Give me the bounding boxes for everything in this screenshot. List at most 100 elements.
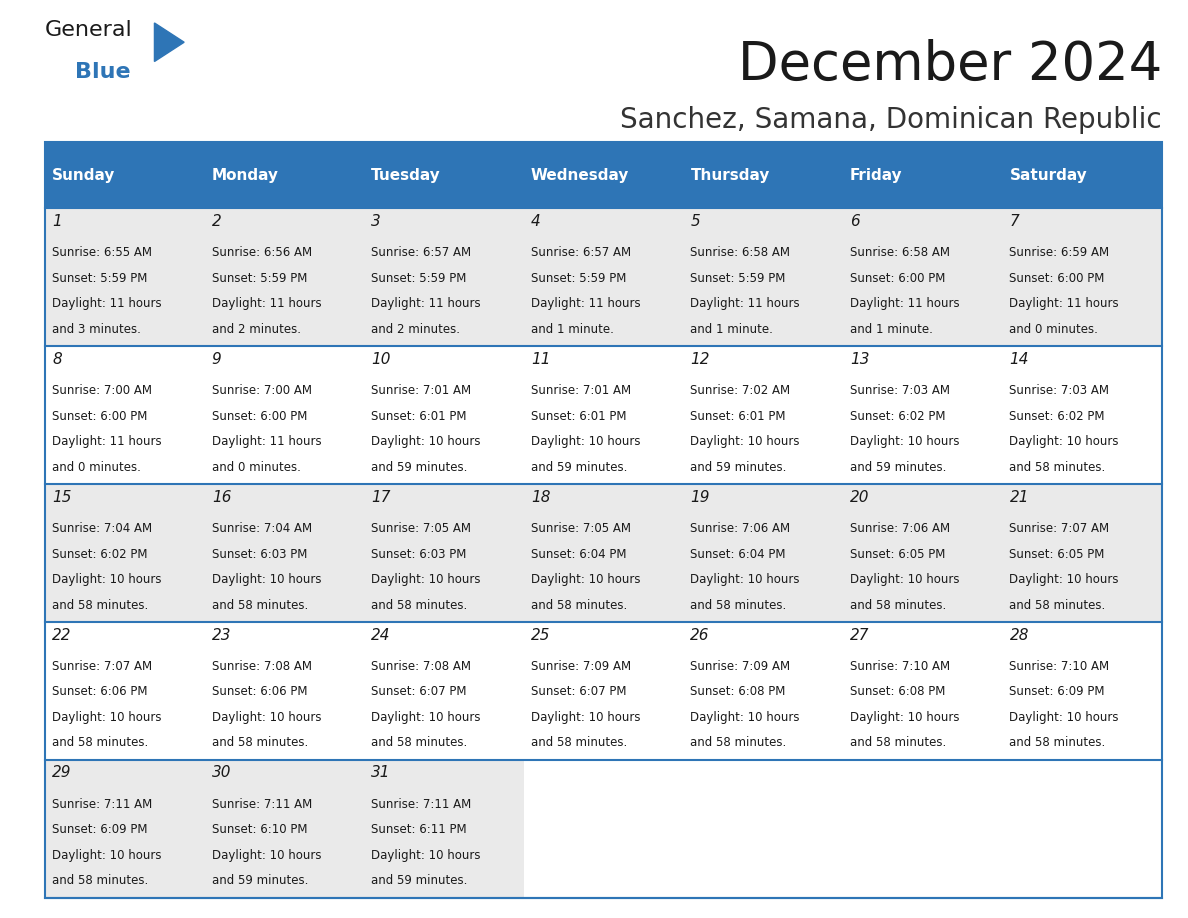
Text: 14: 14 [1010, 352, 1029, 367]
Text: and 58 minutes.: and 58 minutes. [52, 736, 148, 749]
Text: Sunset: 6:11 PM: Sunset: 6:11 PM [372, 823, 467, 836]
Text: Daylight: 10 hours: Daylight: 10 hours [1010, 573, 1119, 586]
Text: Sunrise: 6:57 AM: Sunrise: 6:57 AM [372, 246, 472, 259]
Text: Tuesday: Tuesday [372, 168, 441, 183]
Text: Sunset: 6:00 PM: Sunset: 6:00 PM [211, 409, 308, 422]
Text: and 58 minutes.: and 58 minutes. [690, 599, 786, 611]
Text: 13: 13 [849, 352, 870, 367]
Text: 1: 1 [52, 214, 62, 229]
Text: Daylight: 10 hours: Daylight: 10 hours [211, 849, 321, 862]
Text: 12: 12 [690, 352, 710, 367]
Text: and 58 minutes.: and 58 minutes. [1010, 736, 1106, 749]
Text: Sunset: 5:59 PM: Sunset: 5:59 PM [531, 272, 626, 285]
Text: Daylight: 10 hours: Daylight: 10 hours [849, 711, 960, 724]
Bar [683, 142, 842, 208]
Text: Daylight: 10 hours: Daylight: 10 hours [52, 711, 162, 724]
Text: Sunrise: 6:59 AM: Sunrise: 6:59 AM [1010, 246, 1110, 259]
Text: 3: 3 [372, 214, 381, 229]
Text: Daylight: 11 hours: Daylight: 11 hours [52, 297, 162, 310]
Text: Sunrise: 7:11 AM: Sunrise: 7:11 AM [372, 798, 472, 811]
Text: Sunrise: 7:01 AM: Sunrise: 7:01 AM [531, 384, 631, 397]
Text: Thursday: Thursday [690, 168, 770, 183]
Bar [683, 346, 842, 484]
Text: Daylight: 11 hours: Daylight: 11 hours [849, 297, 960, 310]
Text: Sunrise: 7:09 AM: Sunrise: 7:09 AM [690, 660, 790, 673]
Text: 17: 17 [372, 489, 391, 505]
Text: and 58 minutes.: and 58 minutes. [1010, 599, 1106, 611]
Text: 18: 18 [531, 489, 550, 505]
Text: and 1 minute.: and 1 minute. [690, 323, 773, 336]
Text: Sunset: 5:59 PM: Sunset: 5:59 PM [211, 272, 308, 285]
Text: and 58 minutes.: and 58 minutes. [211, 736, 308, 749]
Text: 10: 10 [372, 352, 391, 367]
Text: Daylight: 11 hours: Daylight: 11 hours [52, 435, 162, 448]
Text: Sunset: 6:08 PM: Sunset: 6:08 PM [690, 686, 785, 699]
Text: Sunset: 6:08 PM: Sunset: 6:08 PM [849, 686, 946, 699]
Bar [365, 346, 524, 484]
Text: Sunrise: 7:05 AM: Sunrise: 7:05 AM [531, 522, 631, 535]
Text: Daylight: 10 hours: Daylight: 10 hours [372, 711, 481, 724]
Text: Sunrise: 7:09 AM: Sunrise: 7:09 AM [531, 660, 631, 673]
Text: 15: 15 [52, 489, 71, 505]
Text: Sunset: 5:59 PM: Sunset: 5:59 PM [52, 272, 147, 285]
Text: Sunrise: 7:08 AM: Sunrise: 7:08 AM [372, 660, 472, 673]
Bar [45, 142, 204, 208]
Bar [204, 142, 365, 208]
Text: Daylight: 10 hours: Daylight: 10 hours [849, 573, 960, 586]
Text: Sunset: 6:05 PM: Sunset: 6:05 PM [1010, 547, 1105, 561]
Text: Sunset: 6:09 PM: Sunset: 6:09 PM [1010, 686, 1105, 699]
Text: Sunset: 6:05 PM: Sunset: 6:05 PM [849, 547, 946, 561]
Text: Daylight: 11 hours: Daylight: 11 hours [690, 297, 800, 310]
Text: 27: 27 [849, 628, 870, 643]
Text: Sunrise: 7:05 AM: Sunrise: 7:05 AM [372, 522, 472, 535]
Text: Daylight: 11 hours: Daylight: 11 hours [372, 297, 481, 310]
Text: 24: 24 [372, 628, 391, 643]
Text: Sunrise: 7:06 AM: Sunrise: 7:06 AM [849, 522, 950, 535]
Text: Sunrise: 7:11 AM: Sunrise: 7:11 AM [211, 798, 312, 811]
Text: Sunset: 6:02 PM: Sunset: 6:02 PM [1010, 409, 1105, 422]
Text: Daylight: 10 hours: Daylight: 10 hours [372, 849, 481, 862]
Text: Sunset: 6:06 PM: Sunset: 6:06 PM [52, 686, 147, 699]
Text: Sunset: 5:59 PM: Sunset: 5:59 PM [372, 272, 467, 285]
Text: Sunrise: 6:55 AM: Sunrise: 6:55 AM [52, 246, 152, 259]
Bar [45, 208, 204, 346]
Bar [365, 142, 524, 208]
Text: Sunset: 6:01 PM: Sunset: 6:01 PM [372, 409, 467, 422]
Text: Daylight: 10 hours: Daylight: 10 hours [531, 711, 640, 724]
Bar [842, 622, 1003, 760]
Bar [842, 346, 1003, 484]
Text: Sunset: 5:59 PM: Sunset: 5:59 PM [690, 272, 785, 285]
Text: Sunset: 6:00 PM: Sunset: 6:00 PM [849, 272, 946, 285]
Bar [683, 622, 842, 760]
Text: Sunrise: 7:03 AM: Sunrise: 7:03 AM [1010, 384, 1110, 397]
Text: December 2024: December 2024 [738, 39, 1162, 91]
Text: Sunrise: 7:02 AM: Sunrise: 7:02 AM [690, 384, 790, 397]
Text: Daylight: 10 hours: Daylight: 10 hours [1010, 711, 1119, 724]
Text: Daylight: 11 hours: Daylight: 11 hours [211, 435, 322, 448]
Text: 7: 7 [1010, 214, 1019, 229]
Text: Sunrise: 7:10 AM: Sunrise: 7:10 AM [849, 660, 950, 673]
Text: Monday: Monday [211, 168, 279, 183]
Text: 19: 19 [690, 489, 710, 505]
Text: Sunset: 6:04 PM: Sunset: 6:04 PM [690, 547, 786, 561]
Text: and 58 minutes.: and 58 minutes. [52, 599, 148, 611]
Text: and 58 minutes.: and 58 minutes. [52, 874, 148, 888]
Text: and 0 minutes.: and 0 minutes. [52, 461, 141, 474]
Text: Daylight: 10 hours: Daylight: 10 hours [531, 435, 640, 448]
Bar [365, 760, 524, 898]
Text: and 0 minutes.: and 0 minutes. [211, 461, 301, 474]
Text: Sunset: 6:07 PM: Sunset: 6:07 PM [372, 686, 467, 699]
Text: Daylight: 11 hours: Daylight: 11 hours [211, 297, 322, 310]
Text: and 2 minutes.: and 2 minutes. [211, 323, 301, 336]
Text: 23: 23 [211, 628, 232, 643]
Text: Sunrise: 7:03 AM: Sunrise: 7:03 AM [849, 384, 950, 397]
Text: 31: 31 [372, 766, 391, 780]
Text: Daylight: 10 hours: Daylight: 10 hours [372, 435, 481, 448]
Text: Sanchez, Samana, Dominican Republic: Sanchez, Samana, Dominican Republic [620, 106, 1162, 134]
Text: and 58 minutes.: and 58 minutes. [1010, 461, 1106, 474]
Text: Sunset: 6:02 PM: Sunset: 6:02 PM [849, 409, 946, 422]
Text: Sunset: 6:00 PM: Sunset: 6:00 PM [52, 409, 147, 422]
Text: and 58 minutes.: and 58 minutes. [372, 599, 468, 611]
Text: and 58 minutes.: and 58 minutes. [211, 599, 308, 611]
Bar [45, 484, 204, 622]
